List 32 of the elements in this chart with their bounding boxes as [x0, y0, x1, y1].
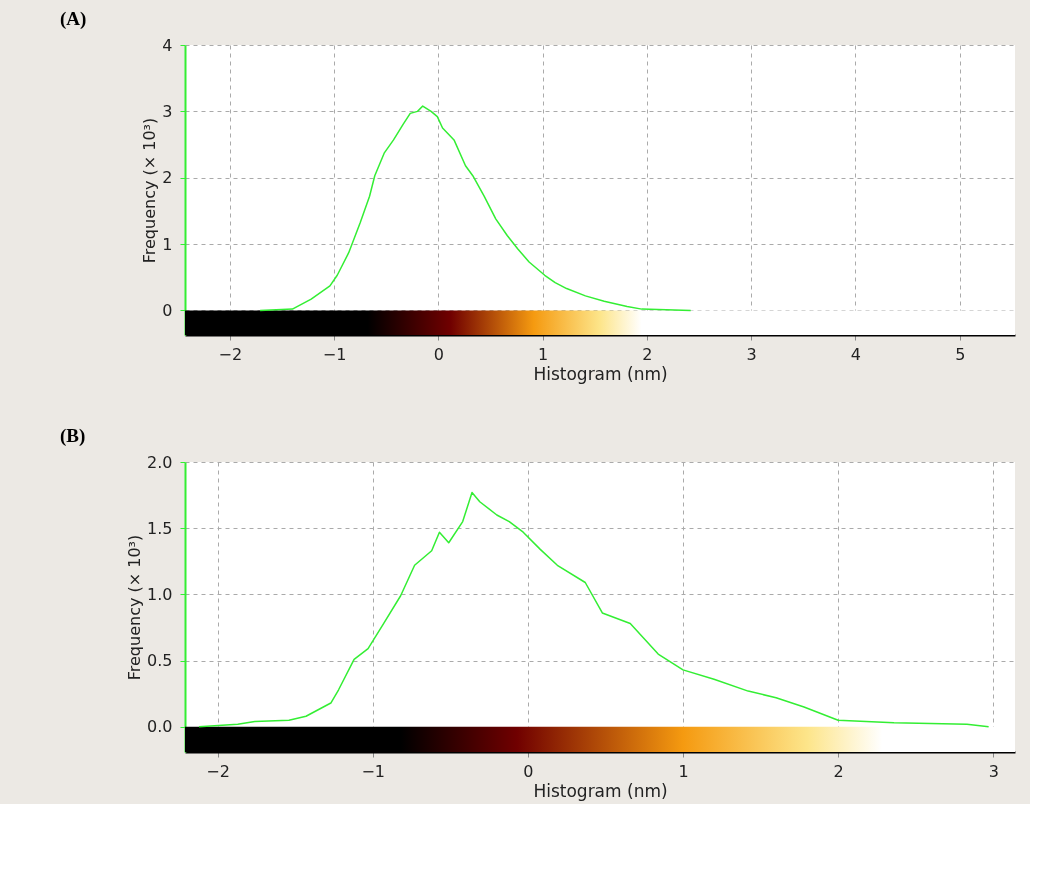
y-tick-label: 0.0 — [147, 717, 173, 737]
x-tick-label: 3 — [746, 344, 757, 364]
y-axis-title: Frequency (× 10³) — [125, 534, 145, 681]
y-tick-label: 0.5 — [147, 651, 173, 671]
chart-title: (B) — [60, 425, 86, 447]
x-tick-label: 0 — [523, 761, 534, 781]
y-tick-label: 1 — [162, 234, 173, 254]
y-tick-label: 1.0 — [147, 584, 173, 604]
x-tick-label: −1 — [361, 761, 386, 781]
y-tick-label: 1.5 — [147, 518, 173, 538]
x-tick-label: 1 — [678, 761, 689, 781]
x-tick-label: 2 — [833, 761, 844, 781]
y-tick-label: 2.0 — [147, 452, 173, 472]
chart-title: (A) — [60, 8, 87, 30]
line-series — [198, 491, 990, 728]
x-tick-label: 2 — [642, 344, 653, 364]
x-tick-label: 5 — [955, 344, 966, 364]
line-series — [259, 105, 692, 312]
y-tick-label: 2 — [162, 168, 173, 188]
x-axis-title: Histogram (nm) — [533, 780, 668, 801]
x-tick-label: −2 — [206, 761, 230, 781]
y-tick-label: 3 — [162, 101, 173, 121]
x-tick-label: 0 — [433, 344, 444, 364]
x-tick-label: 3 — [988, 761, 999, 781]
y-tick-label: 4 — [162, 35, 173, 55]
x-tick-label: 1 — [538, 344, 549, 364]
x-axis-title: Histogram (nm) — [533, 363, 668, 384]
x-tick-label: −2 — [218, 344, 243, 364]
y-tick-label: 0 — [162, 300, 173, 320]
x-tick-label: −1 — [322, 344, 347, 364]
y-axis-title: Frequency (× 10³) — [140, 117, 160, 264]
x-tick-label: 4 — [850, 344, 862, 364]
